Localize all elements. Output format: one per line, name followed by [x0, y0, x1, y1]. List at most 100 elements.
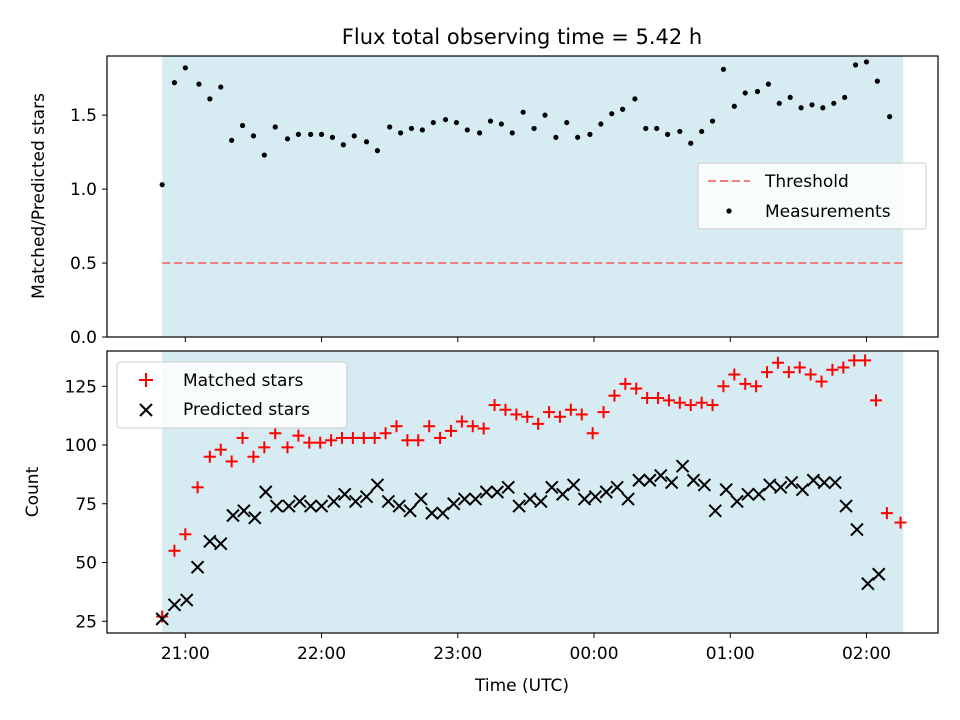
predicted-star-point	[861, 576, 875, 591]
predicted-star-point	[303, 499, 318, 513]
predicted-star-point	[795, 482, 810, 497]
measurement-point	[295, 131, 302, 137]
measurement-point	[374, 148, 381, 154]
ratio-y-axis-label: Matched/Predicted stars	[29, 93, 49, 299]
matched-star-point	[586, 427, 599, 440]
predicted-star-point	[425, 506, 439, 520]
predicted-star-point	[686, 473, 701, 487]
measurement-point	[509, 130, 515, 136]
measurement-point	[498, 121, 504, 127]
matched-star-point	[292, 429, 305, 442]
ratio-panel-frame	[106, 55, 939, 338]
count-legend-box	[116, 361, 348, 429]
measurement-point	[609, 111, 615, 117]
matched-star-point	[804, 368, 817, 381]
matched-star-point	[608, 389, 621, 402]
x-tick-label: 02:00	[842, 644, 891, 664]
predicted-star-point	[457, 492, 472, 506]
measurement-point	[171, 80, 178, 86]
matched-star-point	[826, 363, 839, 376]
predicted-star-point	[348, 494, 363, 509]
matched-star-point	[695, 396, 708, 409]
predicted-star-point	[359, 489, 374, 504]
matched-star-point	[325, 434, 338, 447]
y-tick-label: 1.0	[70, 180, 97, 200]
measurement-point	[598, 121, 604, 127]
matched-star-point	[499, 403, 512, 416]
predicted-star-point	[675, 459, 690, 473]
predicted-star-point	[741, 487, 755, 502]
matched-star-point	[346, 431, 359, 444]
matched-star-point	[717, 380, 730, 393]
measurement-point	[643, 125, 649, 132]
predicted-star-point	[872, 567, 886, 581]
matched-star-point	[641, 392, 654, 404]
matched-star-point	[179, 528, 192, 541]
predicted-star-point	[269, 499, 284, 513]
predicted-star-point	[490, 485, 505, 499]
matched-star-point	[401, 434, 414, 447]
predicted-star-point	[708, 504, 722, 518]
matched-star-point	[303, 436, 316, 449]
matched-star-point	[532, 417, 545, 430]
matched-star-point	[281, 441, 294, 454]
measurement-point	[329, 134, 336, 140]
predicted-star-point	[392, 499, 406, 513]
x-tick-label: 00:00	[570, 644, 619, 664]
matched-star-point	[619, 377, 632, 390]
predicted-star-point	[403, 504, 417, 518]
measurement-point	[531, 125, 537, 132]
matched-star-point	[236, 431, 249, 444]
measurement-point	[632, 96, 638, 102]
matched-star-point	[510, 408, 523, 421]
ratio-y-axis-ticks: 0.0 0.5 1.0 1.5	[70, 106, 107, 348]
matched-star-point	[156, 610, 169, 623]
predicted-star-point	[610, 480, 624, 495]
predicted-star-point	[784, 475, 799, 490]
matched-star-point	[782, 366, 795, 379]
measurement-points	[159, 59, 893, 188]
measurement-point	[159, 182, 165, 188]
measurement-point	[272, 124, 278, 130]
count-y-axis-label: Count	[23, 466, 43, 517]
matched-star-point	[477, 422, 490, 435]
predicted-star-point	[226, 508, 240, 523]
matched-star-point	[870, 394, 883, 407]
measurement-point	[487, 118, 494, 124]
matched-star-points	[156, 354, 907, 623]
matched-star-point	[815, 375, 828, 388]
measurement-point	[284, 136, 291, 142]
measurement-point	[798, 105, 804, 111]
predicted-star-point	[555, 487, 570, 502]
matched-star-point	[739, 377, 752, 390]
predicted-star-point	[577, 492, 592, 506]
measurement-point	[809, 102, 815, 108]
matched-star-point	[894, 516, 907, 529]
matched-star-point	[368, 431, 381, 444]
x-tick-label: 22:00	[297, 644, 346, 664]
time-x-axis-ticks: 21:00 22:00 23:00 00:00 01:00 02:00	[161, 633, 891, 664]
matched-star-point	[466, 420, 479, 433]
matched-star-point	[269, 427, 282, 440]
matched-star-point	[247, 450, 260, 463]
matched-star-point	[662, 394, 675, 407]
measurement-point	[742, 90, 748, 96]
matched-star-point	[258, 441, 271, 454]
measurement-point	[542, 112, 548, 118]
predicted-star-point	[588, 489, 603, 504]
legend-predicted-swatch	[139, 403, 153, 417]
predicted-star-point	[654, 468, 668, 483]
matched-star-point	[564, 403, 577, 416]
measurement-point	[688, 140, 694, 146]
matched-star-point	[771, 356, 784, 369]
measurement-point	[430, 119, 436, 126]
time-x-axis-label: Time (UTC)	[474, 676, 569, 696]
predicted-star-point	[730, 494, 744, 509]
measurement-point	[852, 62, 859, 68]
ratio-legend: Threshold Measurements	[697, 162, 927, 230]
legend-measurements-label: Measurements	[765, 202, 891, 222]
matched-star-point	[859, 354, 872, 367]
legend-threshold-label: Threshold	[764, 172, 849, 192]
predicted-star-point	[523, 492, 537, 506]
matched-star-point	[390, 420, 403, 433]
